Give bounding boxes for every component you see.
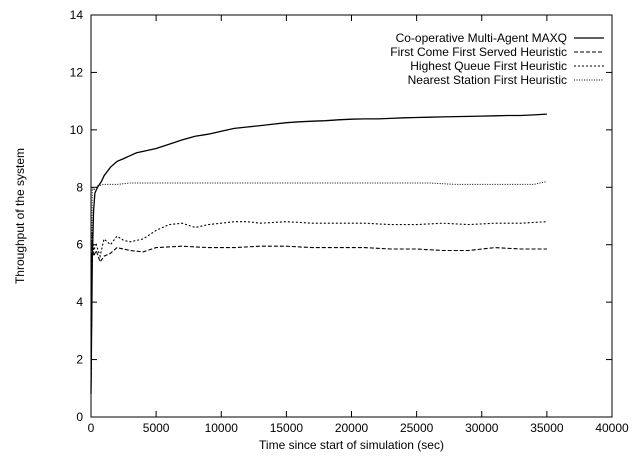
y-tick-label: 12	[70, 65, 84, 79]
x-tick-label: 15000	[270, 421, 304, 435]
x-tick-label: 30000	[465, 421, 499, 435]
y-tick-label: 2	[76, 353, 83, 367]
x-tick-label: 0	[88, 421, 95, 435]
legend-entry-label: Nearest Station First Heuristic	[408, 73, 567, 87]
y-tick-label: 0	[76, 410, 83, 424]
series-line-3	[90, 221, 547, 383]
x-tick-label: 20000	[335, 421, 369, 435]
y-tick-label: 6	[76, 238, 83, 252]
x-tick-label: 25000	[400, 421, 434, 435]
x-tick-label: 10000	[205, 421, 239, 435]
y-tick-label: 10	[70, 123, 84, 137]
y-axis-label: Throughput of the system	[13, 148, 27, 284]
series-line-1	[90, 113, 547, 395]
y-tick-label: 14	[70, 8, 84, 22]
x-tick-label: 5000	[143, 421, 170, 435]
legend-entry-label: Highest Queue First Heuristic	[410, 59, 567, 73]
series-line-4	[90, 181, 548, 389]
x-tick-label: 35000	[530, 421, 564, 435]
y-tick-label: 8	[76, 180, 83, 194]
legend-entry-label: Co-operative Multi-Agent MAXQ	[396, 31, 567, 45]
x-tick-label: 40000	[595, 421, 629, 435]
x-axis-label: Time since start of simulation (sec)	[259, 438, 444, 452]
legend-entry-label: First Come First Served Heuristic	[390, 45, 567, 59]
series-line-2	[90, 241, 547, 389]
y-tick-label: 4	[76, 295, 83, 309]
